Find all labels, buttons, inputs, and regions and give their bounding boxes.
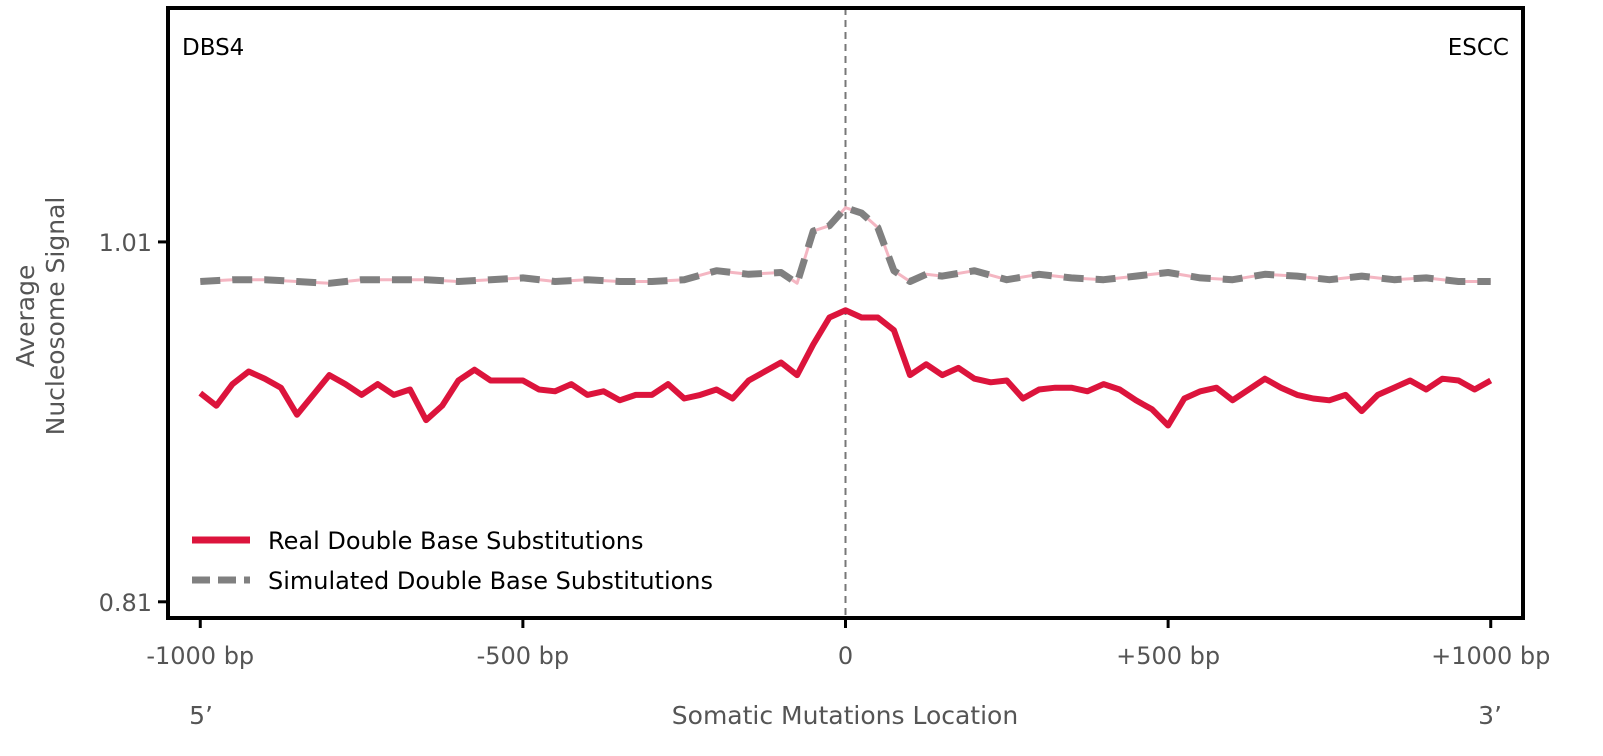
simulated-underlay-line xyxy=(200,206,1491,285)
x-tick-label: +1000 bp xyxy=(1431,642,1550,670)
cancer-type-label: ESCC xyxy=(1448,35,1509,61)
x-axis-label: Somatic Mutations Location xyxy=(672,701,1018,730)
real-series-line xyxy=(198,307,1493,429)
series-layer xyxy=(198,204,1493,429)
x-tick-label: -1000 bp xyxy=(146,642,254,670)
y-tick-label: 0.81 xyxy=(99,589,152,617)
simulated-series-line xyxy=(200,204,1491,287)
five-prime-label: 5’ xyxy=(189,701,213,730)
legend: Real Double Base Substitutions Simulated… xyxy=(192,527,713,595)
x-axis: -1000 bp -500 bp 0 +500 bp +1000 bp xyxy=(146,618,1550,670)
legend-label-real: Real Double Base Substitutions xyxy=(268,527,643,555)
x-tick-label: +500 bp xyxy=(1116,642,1220,670)
x-tick-label: 0 xyxy=(838,642,853,670)
three-prime-label: 3’ xyxy=(1478,701,1502,730)
y-axis: 1.01 0.81 xyxy=(99,229,168,617)
y-axis-label-line1: Average xyxy=(11,265,40,368)
x-tick-label: -500 bp xyxy=(477,642,570,670)
y-axis-label-line2: Nucleosome Signal xyxy=(41,197,70,436)
legend-label-simulated: Simulated Double Base Substitutions xyxy=(268,567,713,595)
signature-label: DBS4 xyxy=(182,35,244,61)
y-tick-label: 1.01 xyxy=(99,229,152,257)
